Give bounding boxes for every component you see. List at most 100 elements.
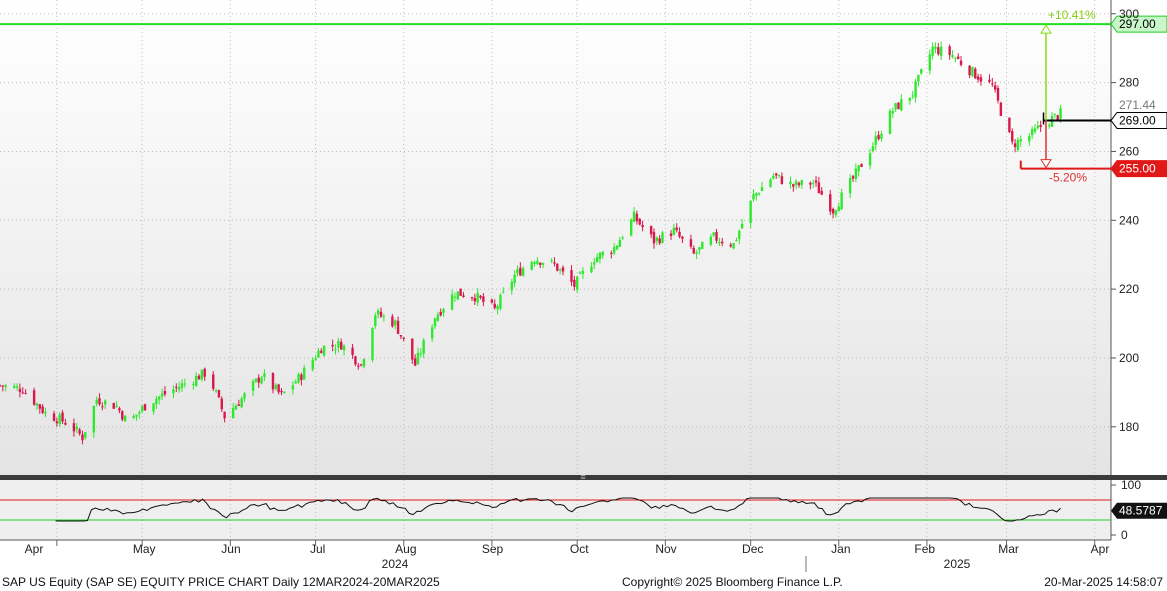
- candle-body: [493, 303, 496, 308]
- month-label: Feb: [914, 542, 935, 556]
- candle-body: [695, 252, 698, 254]
- candle-body: [948, 46, 951, 56]
- price-tick-label: 260: [1119, 144, 1139, 158]
- candle-body: [837, 206, 840, 212]
- candle-body: [433, 318, 437, 327]
- candle-body: [672, 227, 676, 235]
- candle-body: [874, 136, 877, 145]
- candle-body: [396, 320, 400, 334]
- candle-body: [888, 110, 892, 134]
- candle-body: [880, 133, 883, 139]
- candle-body: [152, 403, 155, 412]
- panel-divider[interactable]: [0, 475, 1167, 480]
- candle-body: [24, 392, 27, 394]
- candle-body: [35, 403, 39, 406]
- candle-body: [155, 398, 158, 404]
- candle-body: [729, 244, 732, 247]
- candle-body: [976, 76, 980, 80]
- footer-chart-description: SAP US Equity (SAP SE) EQUITY PRICE CHAR…: [2, 575, 440, 589]
- candle-body: [1030, 129, 1034, 136]
- price-levels: 297.00 269.00 255.00 271.44: [0, 15, 1167, 178]
- candle-body: [1016, 139, 1020, 150]
- candle-body: [635, 213, 639, 222]
- candle-body: [615, 245, 619, 250]
- candle-body: [789, 181, 792, 185]
- candle-body: [183, 383, 187, 385]
- candle-body: [115, 405, 118, 408]
- candle-body: [519, 267, 522, 276]
- candle-body: [382, 316, 386, 318]
- candle-body: [237, 404, 241, 406]
- month-label: Oct: [570, 542, 589, 556]
- candle-body: [630, 219, 633, 236]
- time-axis: Apr May Jun Jul Aug Sep Oct Nov Dec Jan Feb Mar Apr 2…: [0, 539, 1111, 572]
- candle-body: [314, 358, 317, 360]
- candle-body: [755, 193, 758, 196]
- candle-body: [959, 60, 963, 65]
- candle-body: [342, 345, 346, 351]
- candle-body: [0, 385, 2, 387]
- candle-body: [641, 224, 644, 228]
- candle-body: [655, 237, 659, 242]
- price-tick-label: 200: [1119, 351, 1139, 365]
- candle-body: [303, 367, 306, 380]
- candle-body: [632, 211, 636, 222]
- candle-body: [1008, 117, 1011, 133]
- candle-body: [698, 247, 701, 250]
- candle-body: [482, 296, 485, 302]
- candle-body: [456, 291, 459, 300]
- candle-body: [1033, 128, 1037, 132]
- candle-body: [996, 88, 1000, 101]
- candle-body: [379, 311, 383, 317]
- candle-body: [58, 414, 61, 425]
- downside-percent-label: -5.20%: [1049, 171, 1087, 185]
- candle-body: [530, 262, 533, 270]
- candle-body: [1053, 113, 1057, 115]
- candle-body: [553, 262, 556, 264]
- candle-body: [1028, 135, 1031, 142]
- price-tick-label: 180: [1119, 420, 1139, 434]
- price-panel-bg: [0, 0, 1111, 475]
- candle-body: [1, 385, 5, 387]
- upside-arrowhead: [1040, 24, 1052, 34]
- candle-body: [502, 291, 505, 293]
- candle-body: [104, 400, 107, 405]
- candle-body: [661, 232, 664, 243]
- candle-body: [777, 174, 781, 176]
- candle-body: [817, 182, 821, 194]
- rsi-panel-bg: [0, 480, 1111, 540]
- candle-body: [459, 288, 462, 296]
- candle-body: [78, 429, 81, 434]
- candle-body: [334, 348, 337, 350]
- candle-body: [772, 175, 775, 179]
- candle-body: [81, 434, 84, 441]
- candle-body: [780, 176, 784, 184]
- candle-body: [499, 294, 502, 309]
- candle-body: [999, 102, 1003, 116]
- candle-body: [829, 194, 832, 212]
- low-target-label: 255.00: [1119, 162, 1156, 176]
- candle-body: [21, 392, 24, 394]
- upside-percent-label: +10.41%: [1048, 8, 1096, 22]
- candle-body: [550, 260, 553, 262]
- candle-body: [331, 344, 334, 347]
- high-target-tag: [1110, 15, 1167, 33]
- candle-body: [240, 398, 243, 408]
- month-label: Jun: [221, 542, 240, 556]
- candle-body: [1039, 125, 1042, 127]
- candle-body: [612, 247, 616, 254]
- candle-body: [939, 46, 943, 56]
- candle-body: [510, 281, 513, 291]
- candle-body: [294, 381, 297, 384]
- candle-body: [797, 182, 801, 186]
- rsi-value-tag: [1111, 502, 1167, 519]
- candle-body: [516, 269, 519, 274]
- candle-body: [521, 268, 525, 276]
- candle-body: [32, 390, 36, 405]
- candle-body: [234, 405, 238, 410]
- candle-body: [52, 413, 56, 421]
- candle-body: [649, 226, 653, 235]
- candle-body: [351, 347, 354, 355]
- candle-body: [473, 297, 477, 302]
- candle-body: [362, 359, 366, 367]
